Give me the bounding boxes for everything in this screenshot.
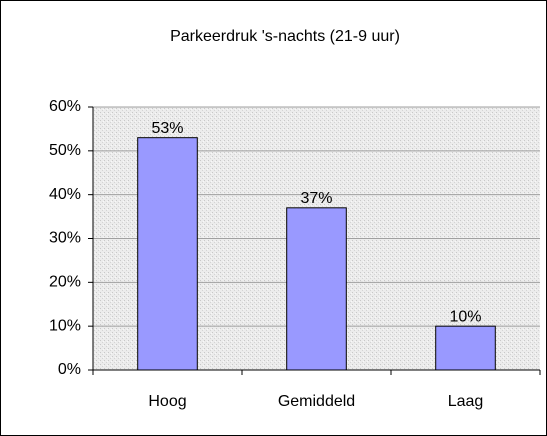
data-label: 53% [151,120,183,137]
y-tick-label: 0% [58,361,81,378]
y-tick-label: 60% [49,98,81,115]
bar [286,207,347,371]
y-tick-label: 40% [49,186,81,203]
x-tick-label: Hoog [148,393,186,410]
y-tick-label: 50% [49,142,81,159]
bar [435,325,496,371]
y-tick-label: 20% [49,274,81,291]
x-tick-label: Laag [448,393,484,410]
bar [137,137,198,371]
data-label: 10% [449,308,481,325]
x-tick-label: Gemiddeld [278,393,355,410]
y-tick-label: 10% [49,317,81,334]
data-label: 37% [300,190,332,207]
y-tick-label: 30% [49,230,81,247]
chart-title: Parkeerdruk 's-nachts (21-9 uur) [170,28,400,45]
